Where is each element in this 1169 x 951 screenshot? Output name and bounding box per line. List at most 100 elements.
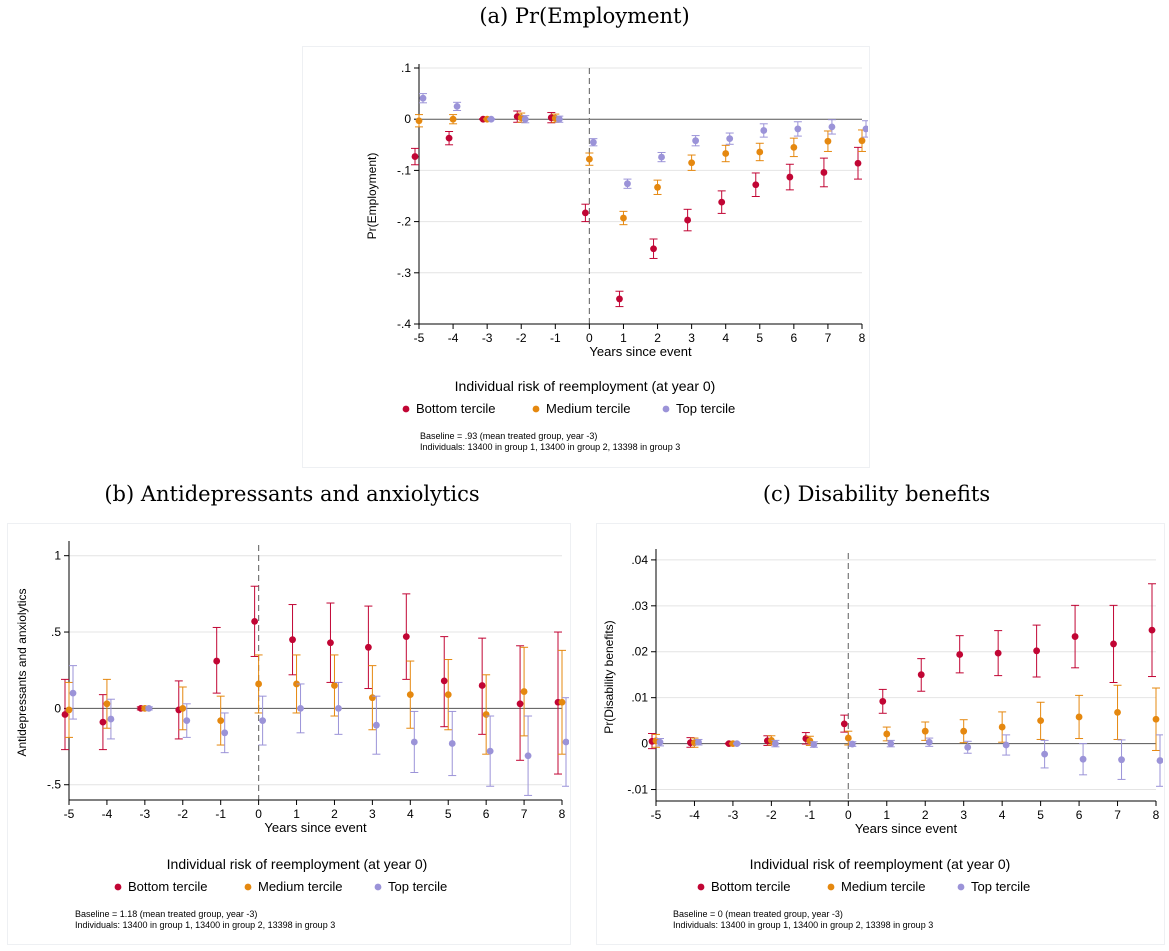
- data-point: [650, 245, 657, 252]
- data-point: [1037, 717, 1044, 724]
- data-point: [829, 123, 836, 130]
- individuals-note: Individuals: 13400 in group 1, 13400 in …: [420, 442, 680, 452]
- x-tick-label: 8: [559, 807, 566, 821]
- x-tick-label: -4: [102, 807, 113, 821]
- legend-marker: [958, 884, 965, 891]
- x-tick-label: -5: [414, 331, 425, 345]
- data-point: [525, 752, 532, 759]
- x-tick-label: -4: [689, 808, 700, 822]
- data-point: [692, 137, 699, 144]
- x-tick-label: -3: [728, 808, 739, 822]
- data-point: [756, 149, 763, 156]
- y-tick-label: 1: [54, 549, 61, 563]
- legend-marker: [533, 406, 540, 413]
- data-point: [586, 156, 593, 163]
- y-tick-label: 0: [54, 701, 61, 715]
- data-point: [1003, 742, 1010, 749]
- data-point: [684, 217, 691, 224]
- data-point: [450, 116, 457, 123]
- data-point: [441, 677, 448, 684]
- y-tick-label: -.01: [627, 783, 648, 797]
- x-tick-label: -2: [177, 807, 188, 821]
- x-tick-label: 2: [922, 808, 929, 822]
- data-point: [1076, 714, 1083, 721]
- data-point: [926, 739, 933, 746]
- data-point: [365, 644, 372, 651]
- x-tick-label: -4: [448, 331, 459, 345]
- y-axis-title: Pr(Employment): [365, 153, 379, 240]
- x-tick-label: 0: [586, 331, 593, 345]
- data-point: [1033, 647, 1040, 654]
- baseline-note: Baseline = .93 (mean treated group, year…: [420, 431, 597, 441]
- data-point: [1157, 757, 1163, 764]
- data-point: [369, 694, 376, 701]
- legend-label: Medium tercile: [258, 879, 343, 894]
- data-point: [446, 135, 453, 142]
- data-point: [964, 744, 971, 751]
- x-tick-label: 7: [1114, 808, 1121, 822]
- legend-marker: [375, 884, 382, 891]
- data-point: [657, 739, 664, 746]
- data-point: [479, 682, 486, 689]
- data-point: [859, 137, 866, 144]
- data-point: [259, 717, 266, 724]
- data-point: [620, 215, 627, 222]
- y-tick-label: -.4: [397, 317, 411, 331]
- data-point: [918, 671, 925, 678]
- data-point: [772, 740, 779, 747]
- x-tick-label: 4: [722, 331, 729, 345]
- data-point: [752, 181, 759, 188]
- legend-marker: [698, 884, 705, 891]
- data-point: [726, 135, 733, 142]
- data-point: [879, 698, 886, 705]
- data-point: [1072, 633, 1079, 640]
- x-tick-label: 6: [1076, 808, 1083, 822]
- x-tick-label: 2: [654, 331, 661, 345]
- data-point: [183, 717, 190, 724]
- data-point: [289, 636, 296, 643]
- data-point: [217, 717, 224, 724]
- legend-label: Top tercile: [388, 879, 447, 894]
- panel-b-chart: 1 .5 0 -.5 -5 -4 -3 -2 -1 0 1 2 3 4 5 6 7 8 Years since ev…: [7, 523, 569, 943]
- x-tick-label: -1: [550, 331, 561, 345]
- x-tick-label: 4: [999, 808, 1006, 822]
- data-point: [624, 180, 631, 187]
- legend-title: Individual risk of reemployment (at year…: [167, 856, 428, 872]
- data-point: [483, 711, 490, 718]
- data-point: [790, 144, 797, 151]
- data-point: [100, 719, 107, 726]
- x-tick-label: 3: [688, 331, 695, 345]
- data-point: [66, 707, 73, 714]
- data-point: [1041, 751, 1048, 758]
- y-tick-label: .1: [401, 61, 411, 75]
- x-tick-label: 5: [1037, 808, 1044, 822]
- data-point: [863, 126, 868, 133]
- data-point: [1114, 709, 1121, 716]
- y-tick-label: .5: [51, 625, 61, 639]
- data-point: [335, 705, 342, 712]
- panel-c-chart: .04.03.02.010-.01-5 -4 -3 -2 -1 0 1 2 3 4 5 6 7 8Year…: [596, 523, 1163, 943]
- baseline-note: Baseline = 0 (mean treated group, year -…: [673, 909, 843, 919]
- individuals-note: Individuals: 13400 in group 1, 13400 in …: [75, 920, 335, 930]
- data-point: [1118, 756, 1125, 763]
- x-tick-label: 1: [293, 807, 300, 821]
- x-axis-title: Years since event: [264, 820, 367, 835]
- legend-title: Individual risk of reemployment (at year…: [750, 856, 1011, 872]
- data-point: [251, 618, 258, 625]
- data-point: [104, 700, 111, 707]
- data-point: [521, 688, 528, 695]
- data-point: [559, 699, 566, 706]
- x-tick-label: -5: [651, 808, 662, 822]
- data-point: [454, 103, 461, 110]
- x-axis-title: Years since event: [589, 344, 692, 359]
- y-tick-label: -.1: [397, 163, 411, 177]
- data-point: [1149, 627, 1156, 634]
- data-point: [412, 153, 419, 160]
- data-point: [956, 651, 963, 658]
- legend-label: Bottom tercile: [711, 879, 790, 894]
- legend-label: Bottom tercile: [416, 401, 495, 416]
- individuals-note: Individuals: 13400 in group 1, 13400 in …: [673, 920, 933, 930]
- data-point: [734, 740, 741, 747]
- data-point: [845, 735, 852, 742]
- panel-c-title: (c) Disability benefits: [584, 482, 1169, 506]
